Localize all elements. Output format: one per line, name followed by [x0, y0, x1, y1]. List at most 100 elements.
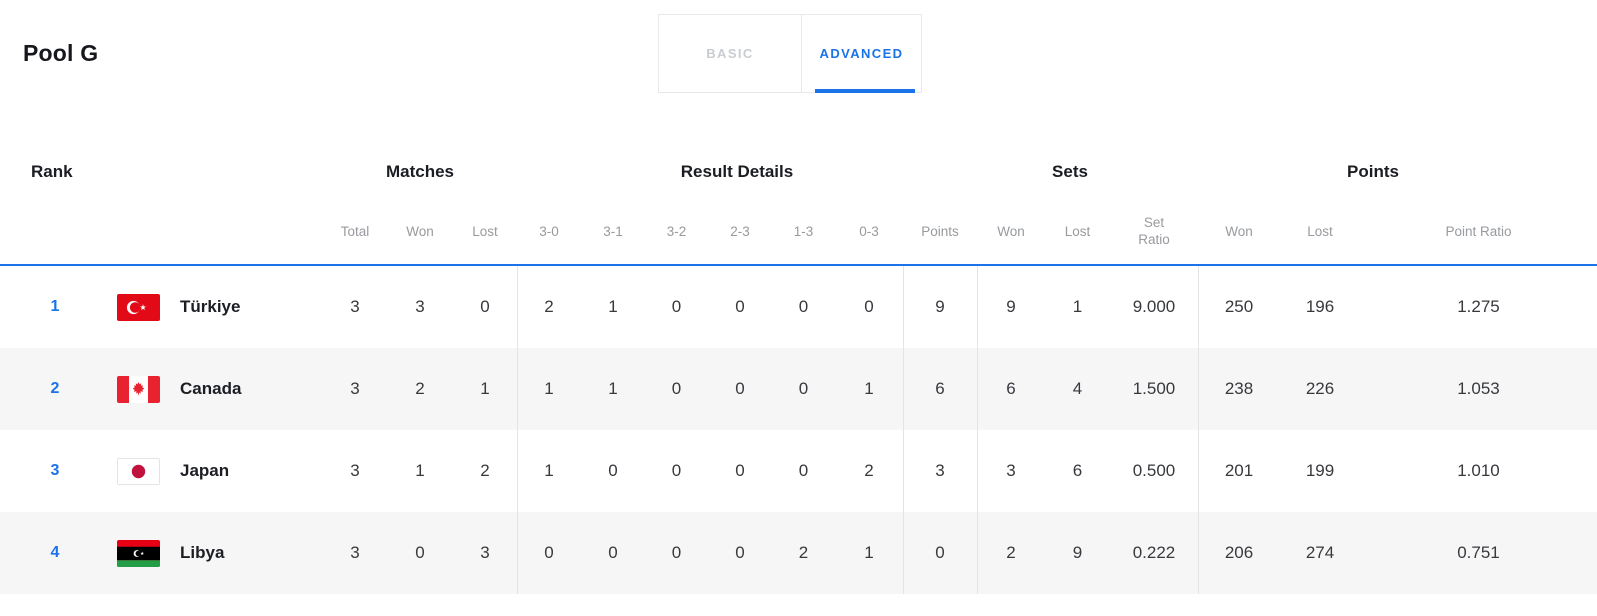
match-points-cell: 0 — [935, 543, 945, 562]
result-3-2-cell: 0 — [671, 379, 682, 398]
points-lost-cell: 226 — [1305, 379, 1335, 398]
result-2-3-cell: 0 — [735, 297, 745, 316]
matches-total-cell: 3 — [350, 297, 360, 316]
point-ratio-cell: 1.053 — [1457, 379, 1500, 398]
turkiye-flag-icon — [117, 293, 160, 321]
result-3-2-cell: 0 — [671, 297, 682, 316]
team-name[interactable]: Canada — [180, 379, 242, 398]
result-3-1-cell: 1 — [608, 379, 618, 398]
japan-flag-icon — [117, 457, 160, 485]
result-2-3-cell: 0 — [735, 379, 745, 398]
canada-flag-icon — [117, 375, 160, 403]
points-lost-cell: 199 — [1305, 461, 1335, 480]
subheader-3-1: 3-1 — [603, 223, 623, 239]
subheader-3-2: 3-2 — [666, 223, 687, 239]
result-3-0-cell: 2 — [544, 297, 554, 316]
result-3-0-cell: 1 — [544, 379, 554, 398]
libya-flag-icon — [117, 539, 160, 567]
subheader-2-3: 2-3 — [730, 223, 750, 239]
result-3-1-cell: 0 — [608, 543, 618, 562]
result-1-3-cell: 2 — [798, 543, 809, 562]
column-group-matches: Matches — [385, 162, 455, 181]
matches-total-cell: 3 — [350, 379, 360, 398]
subheader-sets-lost: Lost — [1064, 223, 1091, 239]
team-name[interactable]: Türkiye — [180, 297, 241, 316]
sets-won-cell: 2 — [1006, 543, 1016, 562]
points-won-cell: 238 — [1224, 379, 1254, 398]
active-tab-underline — [815, 89, 915, 93]
column-group-rank: Rank — [31, 162, 73, 181]
tab-advanced-label: ADVANCED — [819, 46, 904, 61]
result-1-3-cell: 0 — [798, 379, 809, 398]
sets-lost-cell: 6 — [1072, 461, 1083, 480]
result-0-3-cell: 1 — [864, 543, 874, 562]
view-tabs: BASIC ADVANCED — [658, 14, 922, 93]
result-2-3-cell: 0 — [735, 543, 745, 562]
matches-lost-cell: 3 — [480, 543, 490, 562]
points-won-cell: 201 — [1224, 461, 1254, 480]
team-cell: Japan — [110, 457, 323, 485]
matches-won-cell: 1 — [415, 461, 425, 480]
sets-lost-cell: 4 — [1072, 379, 1083, 398]
matches-lost-cell: 2 — [480, 461, 490, 480]
match-points-cell: 9 — [935, 297, 945, 316]
subheader-total: Total — [340, 223, 370, 239]
rank-cell[interactable]: 3 — [50, 462, 60, 479]
subheader-set-ratio: Set Ratio — [1138, 215, 1170, 247]
set-ratio-cell: 9.000 — [1132, 297, 1176, 316]
matches-lost-cell: 1 — [480, 379, 490, 398]
sets-won-cell: 6 — [1006, 379, 1016, 398]
tab-basic[interactable]: BASIC — [659, 15, 801, 92]
team-cell: Canada — [110, 375, 323, 403]
team-cell: Türkiye — [110, 293, 323, 321]
result-0-3-cell: 2 — [864, 461, 874, 480]
column-group-points: Points — [1347, 162, 1399, 181]
result-2-3-cell: 0 — [735, 461, 745, 480]
sets-lost-cell: 9 — [1072, 543, 1083, 562]
page-title: Pool G — [23, 40, 99, 66]
table-top-accent-line — [0, 264, 1597, 266]
subheader-0-3: 0-3 — [859, 223, 879, 239]
subheader-matches-won: Won — [406, 223, 434, 239]
points-lost-cell: 274 — [1305, 543, 1335, 562]
table-row[interactable]: 2 Canada 3 2 1 1 1 0 0 0 1 6 6 4 1.500 2… — [0, 348, 1597, 430]
match-points-cell: 3 — [935, 461, 945, 480]
matches-total-cell: 3 — [350, 461, 360, 480]
column-group-divider — [1198, 266, 1199, 594]
result-0-3-cell: 1 — [864, 379, 874, 398]
table-row[interactable]: 3 Japan 3 1 2 1 0 0 0 0 2 3 3 6 0.500 20… — [0, 430, 1597, 512]
table-row[interactable]: 4 Libya 3 0 3 0 0 0 0 2 1 0 2 9 0.222 20… — [0, 512, 1597, 594]
sets-won-cell: 3 — [1006, 461, 1016, 480]
matches-total-cell: 3 — [350, 543, 360, 562]
points-won-cell: 206 — [1224, 543, 1254, 562]
points-won-cell: 250 — [1224, 297, 1254, 316]
result-3-0-cell: 1 — [544, 461, 554, 480]
tab-advanced[interactable]: ADVANCED — [801, 15, 921, 93]
rank-cell[interactable]: 1 — [50, 298, 60, 315]
points-lost-cell: 196 — [1305, 297, 1335, 316]
table-row[interactable]: 1 Türkiye 3 3 0 2 1 0 0 0 0 9 9 1 9.000 … — [0, 266, 1597, 348]
subheader-matches-lost: Lost — [472, 223, 498, 239]
column-group-divider — [977, 266, 978, 594]
sets-lost-cell: 1 — [1072, 297, 1083, 316]
subheader-points-won: Won — [1225, 223, 1253, 239]
rank-cell[interactable]: 4 — [50, 544, 60, 561]
result-1-3-cell: 0 — [798, 297, 809, 316]
column-group-divider — [517, 266, 518, 594]
result-3-2-cell: 0 — [671, 543, 682, 562]
result-3-1-cell: 1 — [608, 297, 618, 316]
standings-table-body: 1 Türkiye 3 3 0 2 1 0 0 0 0 9 9 1 9.000 … — [0, 266, 1597, 594]
matches-won-cell: 3 — [415, 297, 425, 316]
team-name[interactable]: Libya — [180, 543, 225, 562]
subheader-points-lost: Lost — [1307, 223, 1333, 239]
rank-cell[interactable]: 2 — [50, 380, 60, 397]
matches-lost-cell: 0 — [480, 297, 490, 316]
point-ratio-cell: 1.275 — [1457, 297, 1500, 316]
matches-won-cell: 2 — [415, 379, 425, 398]
team-cell: Libya — [110, 539, 323, 567]
team-name[interactable]: Japan — [180, 461, 230, 480]
column-group-divider — [903, 266, 904, 594]
subheader-3-0: 3-0 — [539, 223, 559, 239]
set-ratio-cell: 1.500 — [1132, 379, 1176, 398]
